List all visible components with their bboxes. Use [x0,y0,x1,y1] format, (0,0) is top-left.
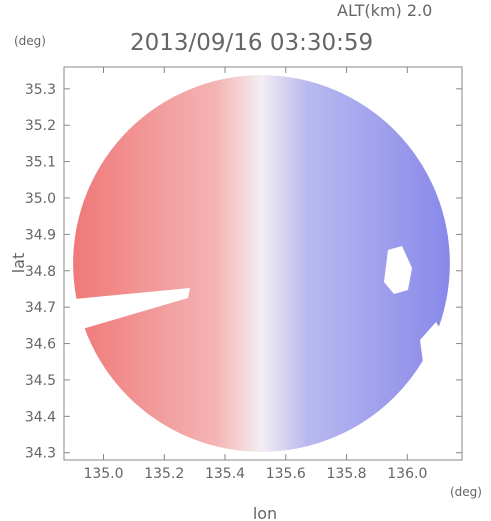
y-tick-label: 34.4 [25,409,56,425]
y-tick-label: 34.6 [25,337,56,353]
radar-field [64,75,450,452]
y-tick-label: 34.5 [25,373,56,389]
y-axis: 34.3 34.4 34.5 34.6 34.7 34.8 34.9 35.0 35.1 35.2… [25,82,462,462]
x-tick-label: 136.0 [387,466,427,482]
y-unit-label: (deg) [14,34,46,48]
y-tick-label: 35.3 [25,82,56,98]
timestamp-title: 2013/09/16 03:30:59 [130,30,373,56]
y-tick-label: 35.0 [25,191,56,207]
x-unit-label: (deg) [450,485,482,499]
x-tick-label: 135.8 [327,466,367,482]
y-axis-title: lat [9,253,28,274]
y-tick-label: 35.2 [25,118,56,134]
x-axis-title: lon [253,504,277,521]
altitude-label: ALT(km) 2.0 [337,1,432,20]
y-tick-label: 34.9 [25,227,56,243]
velocity-field [73,75,450,452]
y-tick-label: 34.8 [25,264,56,280]
y-tick-label: 35.1 [25,155,56,171]
x-tick-label: 135.0 [83,466,123,482]
data-gap-east [384,246,412,294]
y-tick-label: 34.7 [25,300,56,316]
x-tick-label: 135.2 [144,466,184,482]
x-axis: 135.0 135.2 135.4 135.6 135.8 136.0 [83,67,427,482]
x-tick-label: 135.4 [205,466,245,482]
x-tick-label: 135.6 [266,466,306,482]
data-gap-west [64,288,190,332]
data-gap-southeast [420,322,446,370]
y-tick-label: 34.3 [25,446,56,462]
plot-frame [63,66,463,461]
